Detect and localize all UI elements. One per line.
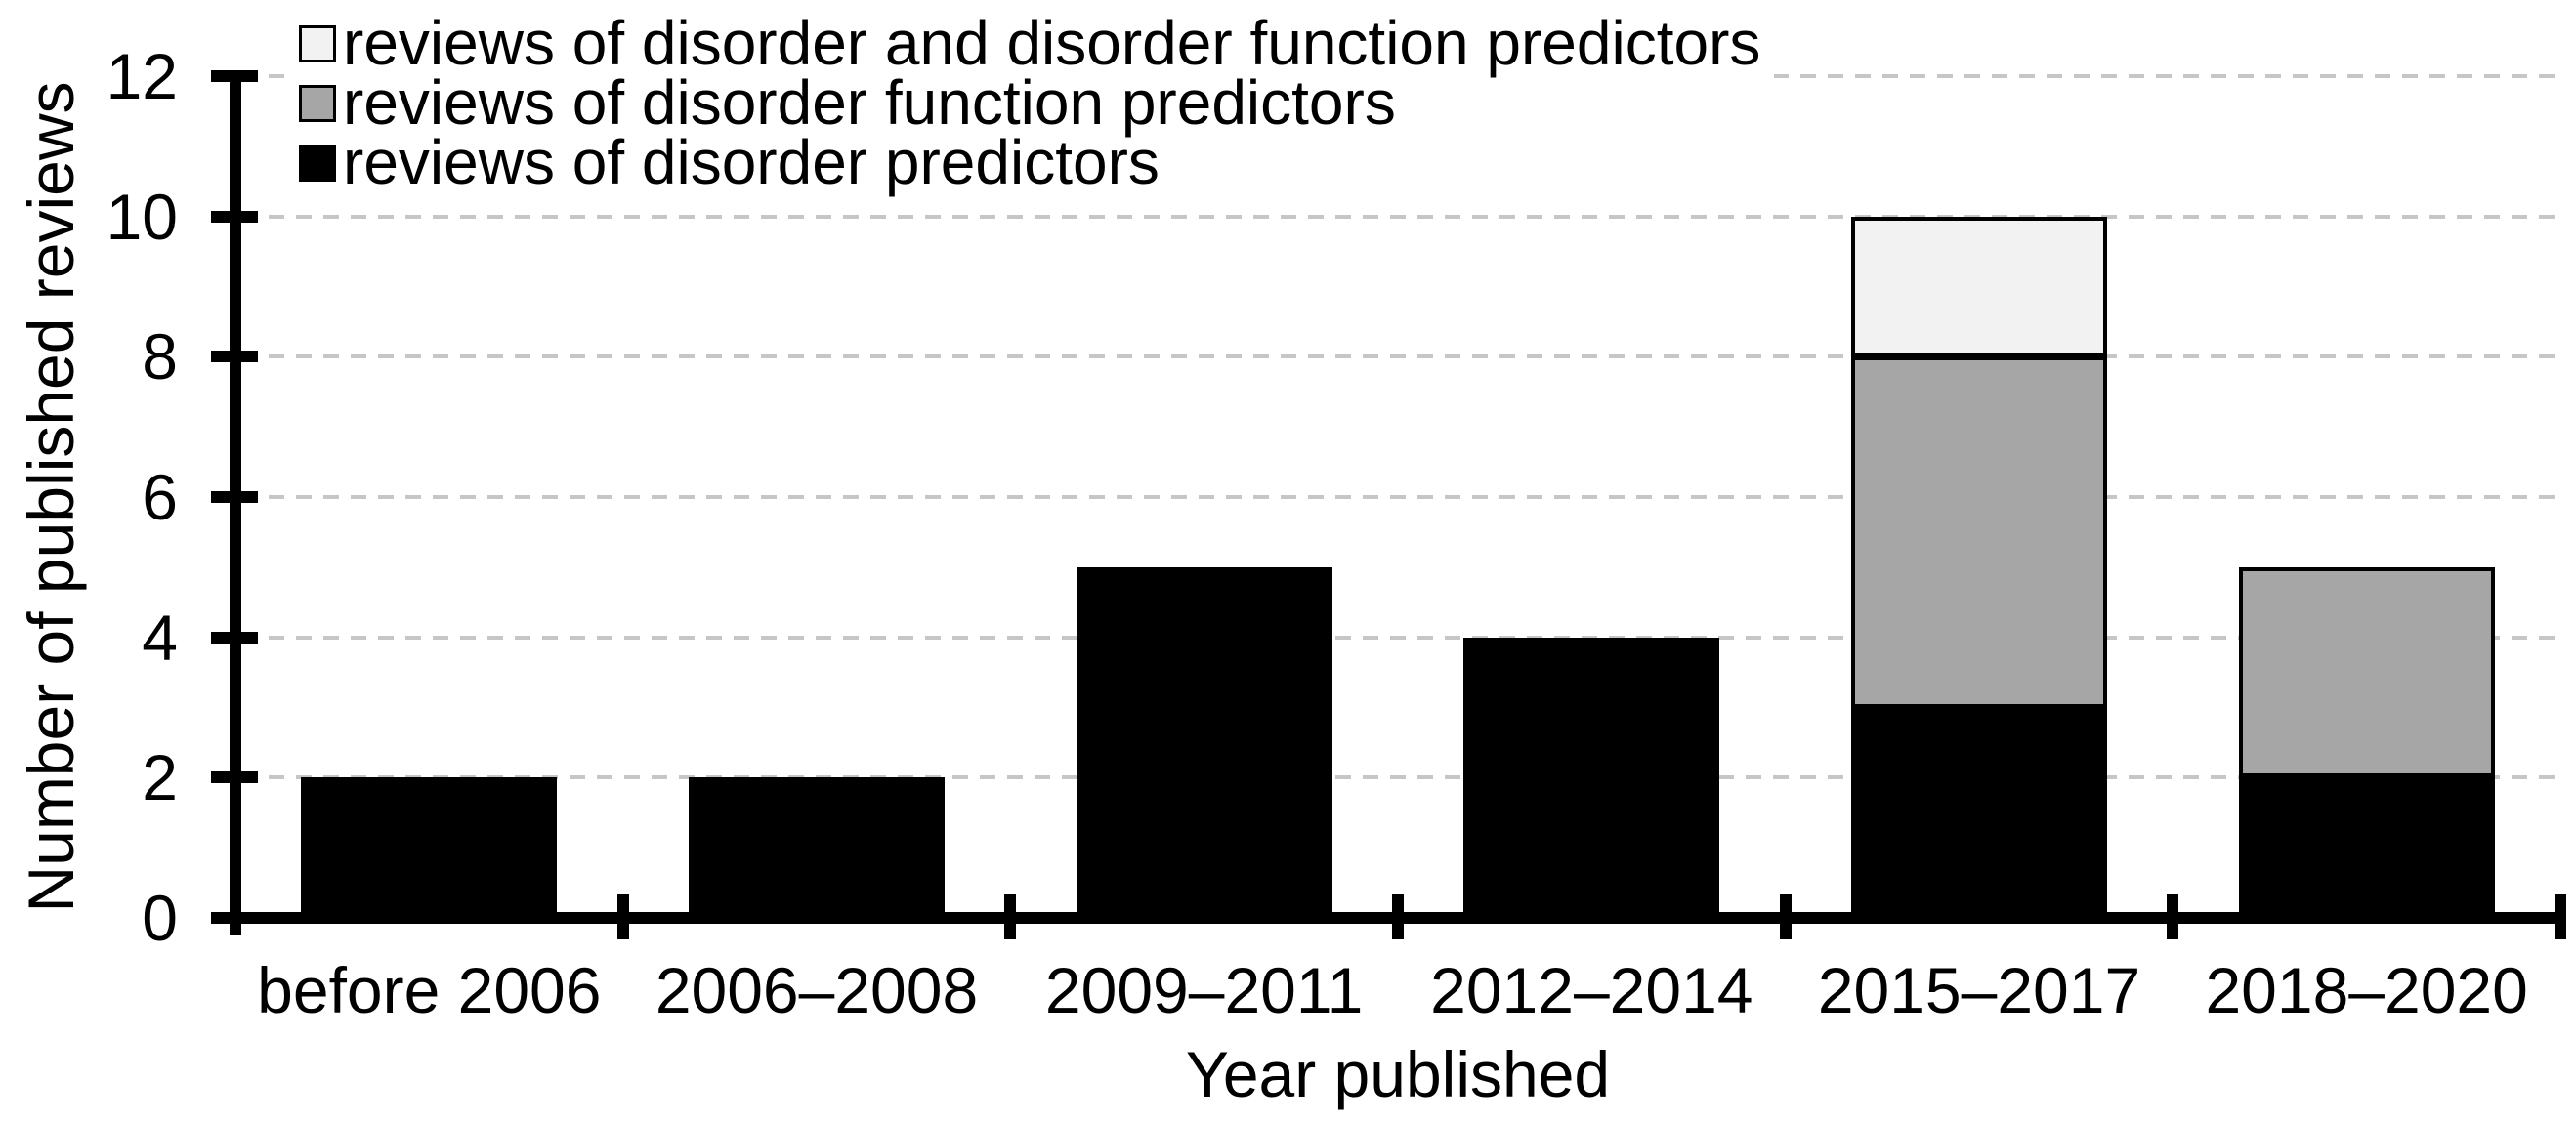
x-axis-title: Year published xyxy=(1185,1038,1611,1110)
x-tick xyxy=(2167,894,2179,939)
x-tick xyxy=(1392,894,1404,939)
x-category-label: before 2006 xyxy=(257,954,602,1026)
y-tick xyxy=(211,351,258,363)
gridline xyxy=(241,775,2560,780)
y-tick-label: 10 xyxy=(106,180,178,253)
legend-label: reviews of disorder function predictors xyxy=(343,67,1396,138)
legend-swatch xyxy=(299,84,336,122)
y-tick xyxy=(211,912,258,924)
x-tick xyxy=(2555,894,2566,939)
gridline xyxy=(241,635,2560,640)
y-tick-label: 0 xyxy=(142,882,178,954)
x-category-label: 2015–2017 xyxy=(1817,954,2141,1026)
legend-item: reviews of disorder and disorder functio… xyxy=(299,8,1761,78)
x-category-label: 2006–2008 xyxy=(655,954,979,1026)
x-category-label: 2018–2020 xyxy=(2205,954,2528,1026)
x-tick xyxy=(1779,894,1792,939)
y-tick xyxy=(211,210,258,223)
bar-segment xyxy=(301,777,558,918)
y-tick xyxy=(211,70,258,83)
legend-label: reviews of disorder and disorder functio… xyxy=(343,8,1761,78)
bar-segment xyxy=(1463,637,1720,918)
legend-item: reviews of disorder predictors xyxy=(299,127,1760,197)
x-category-label: 2009–2011 xyxy=(1044,954,1364,1026)
legend-item: reviews of disorder function predictors xyxy=(299,67,1760,138)
y-tick-label: 4 xyxy=(142,601,178,674)
y-tick xyxy=(211,631,258,644)
bar-segment xyxy=(1076,566,1332,918)
gridline xyxy=(241,214,2560,219)
x-tick xyxy=(1004,894,1017,939)
gridline xyxy=(241,495,2560,500)
legend-swatch xyxy=(299,144,336,182)
y-tick-label: 2 xyxy=(142,741,178,814)
bar-segment xyxy=(2238,566,2495,778)
bar-segment xyxy=(1851,356,2107,708)
bar-segment xyxy=(689,777,945,918)
bar-segment xyxy=(1851,216,2107,357)
y-tick-label: 8 xyxy=(142,320,178,394)
legend: reviews of disorder and disorder functio… xyxy=(293,8,1775,197)
gridline xyxy=(241,354,2560,359)
bar-segment xyxy=(1851,707,2107,918)
y-tick xyxy=(211,491,258,504)
legend-label: reviews of disorder predictors xyxy=(343,127,1160,197)
legend-swatch xyxy=(299,24,336,62)
x-category-label: 2012–2014 xyxy=(1430,954,1753,1026)
y-tick-label: 12 xyxy=(106,40,178,113)
bar-segment xyxy=(2238,777,2495,918)
y-tick-label: 6 xyxy=(142,461,178,534)
x-tick xyxy=(616,894,629,939)
y-tick xyxy=(211,771,258,784)
